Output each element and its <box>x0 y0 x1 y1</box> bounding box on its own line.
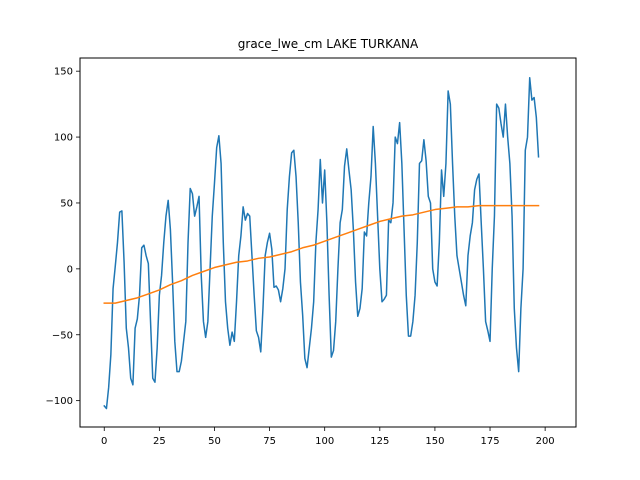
x-tick-label: 200 <box>536 436 555 447</box>
x-tick-label: 150 <box>425 436 444 447</box>
series-line-1 <box>103 77 540 410</box>
y-axis: −100 −50 0 50 100 150 <box>46 67 80 407</box>
chart-title: grace_lwe_cm LAKE TURKANA <box>238 37 419 51</box>
plot-area <box>103 77 540 410</box>
x-tick-label: 100 <box>315 436 334 447</box>
y-tick-label: 50 <box>60 198 73 209</box>
x-tick-label: 75 <box>263 436 276 447</box>
x-tick-label: 175 <box>480 436 499 447</box>
y-tick-label: 150 <box>54 67 73 78</box>
axes-frame <box>79 57 577 428</box>
x-tick-label: 25 <box>153 436 166 447</box>
x-tick-label: 50 <box>208 436 221 447</box>
y-tick-label: 0 <box>67 264 73 275</box>
x-axis: 0 25 50 75 100 125 150 175 200 <box>101 427 555 447</box>
x-tick-label: 125 <box>370 436 389 447</box>
x-tick-label: 0 <box>101 436 107 447</box>
y-tick-label: −100 <box>46 396 73 407</box>
y-tick-label: −50 <box>52 330 73 341</box>
series-line-2 <box>103 204 540 304</box>
y-tick-label: 100 <box>54 133 73 144</box>
